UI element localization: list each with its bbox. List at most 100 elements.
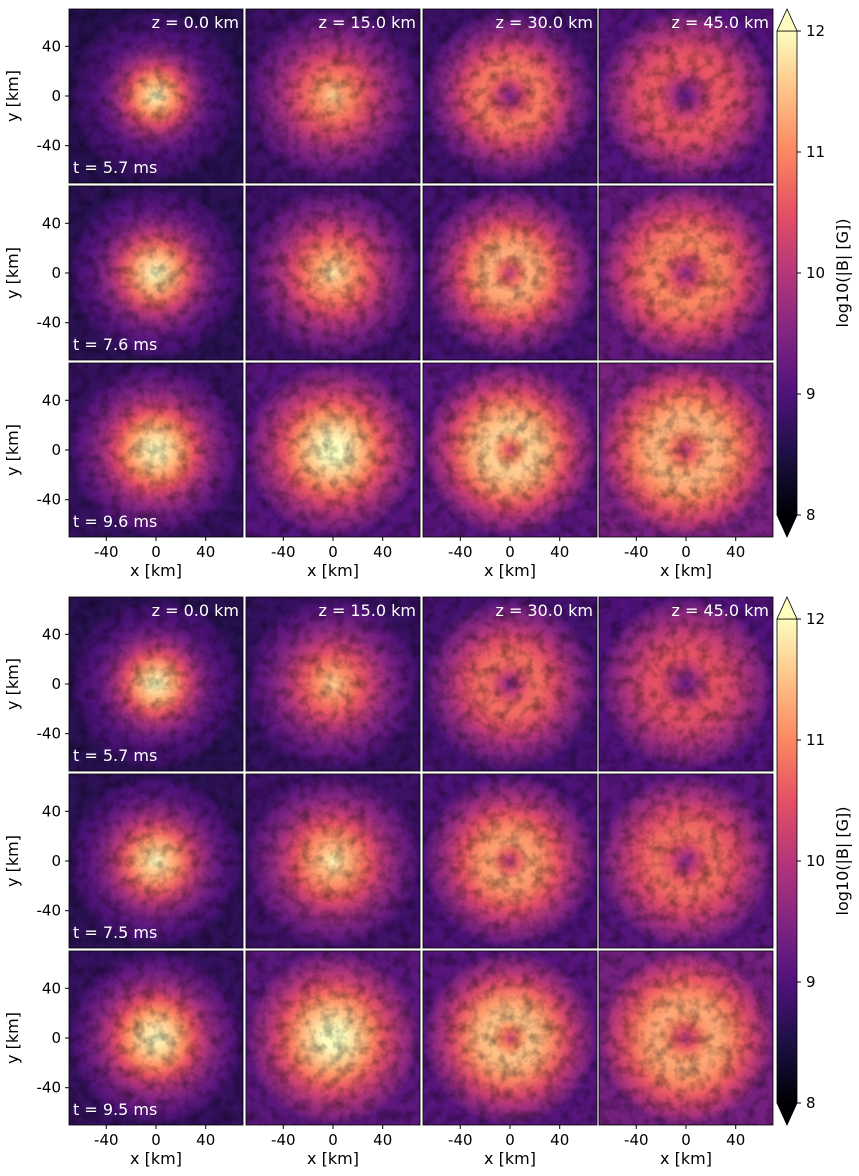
panel-g2-r2-c2 xyxy=(245,773,421,949)
panel-g1-r1-c3: z = 30.0 km xyxy=(422,8,598,184)
time-label: t = 9.5 ms xyxy=(73,1100,157,1119)
field-texture xyxy=(423,951,597,1125)
xtick-label: 0 xyxy=(505,1131,515,1149)
field-texture xyxy=(246,774,420,948)
field-texture xyxy=(423,186,597,360)
xtick-label: -40 xyxy=(94,543,119,561)
colorbar-tick-label: 10 xyxy=(806,264,825,282)
xtick-label: 0 xyxy=(151,1131,161,1149)
field-texture xyxy=(69,363,243,537)
colorbar-tick-label: 11 xyxy=(806,143,825,161)
panel-frame xyxy=(245,8,421,184)
xtick-label: 0 xyxy=(681,543,691,561)
xtick-label: 40 xyxy=(550,1131,569,1149)
field-texture xyxy=(246,363,420,537)
xtick-label: 40 xyxy=(726,1131,745,1149)
xtick-label: 40 xyxy=(550,543,569,561)
y-axis-label: y [km] xyxy=(3,424,22,476)
panel-g1-r1-c1: -40 0 40 y [km] z = 0.0 km t = 5.7 ms xyxy=(3,8,244,184)
panel-frame xyxy=(422,773,598,949)
xtick-label: -40 xyxy=(94,1131,119,1149)
x-axis-label: x [km] xyxy=(660,1149,712,1168)
field-texture xyxy=(69,774,243,948)
xtick-label: 0 xyxy=(505,543,515,561)
colorbar-g1: 8 9 10 11 12 log10(|B| [G]) xyxy=(776,8,852,538)
time-label: t = 7.6 ms xyxy=(73,335,157,354)
field-texture xyxy=(69,951,243,1125)
colorbar-body xyxy=(776,618,798,1104)
panel-g2-r2-c1: -40 0 40 y [km] t = 7.5 ms xyxy=(3,773,244,949)
field-texture xyxy=(599,363,773,537)
ytick-label: 40 xyxy=(42,37,61,55)
field-texture xyxy=(599,951,773,1125)
panel-g1-r3-c3: -40 0 40 x [km] xyxy=(422,362,598,580)
panel-g2-r3-c1: -40 0 40 y [km] -40 0 40 x [km] t = 9.5 ms xyxy=(3,950,244,1168)
xtick-label: 40 xyxy=(726,543,745,561)
field-texture xyxy=(69,597,243,771)
time-label: t = 5.7 ms xyxy=(73,746,157,765)
panel-g1-r1-c4: z = 45.0 km xyxy=(598,8,774,184)
y-axis-label: y [km] xyxy=(3,70,22,122)
xtick-label: 40 xyxy=(373,1131,392,1149)
x-axis-label: x [km] xyxy=(307,1149,359,1168)
panel-g1-r2-c4 xyxy=(598,185,774,361)
ytick-label: 40 xyxy=(42,214,61,232)
panel-frame xyxy=(598,596,774,772)
field-texture xyxy=(246,951,420,1125)
x-axis-label: x [km] xyxy=(307,561,359,580)
panel-g1-r2-c1: -40 0 40 y [km] t = 7.6 ms xyxy=(3,185,244,361)
field-texture xyxy=(599,9,773,183)
panel-g1-r2-c2 xyxy=(245,185,421,361)
panel-frame xyxy=(245,773,421,949)
colorbar-label: log10(|B| [G]) xyxy=(833,807,852,916)
ytick-label: 40 xyxy=(42,391,61,409)
xtick-label: -40 xyxy=(624,543,649,561)
ytick-label: -40 xyxy=(37,725,62,743)
ytick-label: 40 xyxy=(42,625,61,643)
z-label: z = 15.0 km xyxy=(318,13,416,32)
ytick-label: -40 xyxy=(37,1079,62,1097)
panel-frame xyxy=(245,185,421,361)
xtick-label: 0 xyxy=(151,543,161,561)
field-texture xyxy=(246,9,420,183)
colorbar-tick-label: 8 xyxy=(806,506,816,524)
ytick-label: 0 xyxy=(51,675,61,693)
time-label: t = 5.7 ms xyxy=(73,158,157,177)
time-label: t = 7.5 ms xyxy=(73,923,157,942)
panel-frame xyxy=(422,185,598,361)
panel-g2-r1-c1: -40 0 40 y [km] z = 0.0 km t = 5.7 ms xyxy=(3,596,244,772)
colorbar-extend-max xyxy=(776,596,798,620)
colorbar-tick-label: 9 xyxy=(806,973,816,991)
panel-g2-r2-c3 xyxy=(422,773,598,949)
x-axis-label: x [km] xyxy=(130,1149,182,1168)
colorbar-tick-label: 8 xyxy=(806,1094,816,1112)
xtick-label: -40 xyxy=(448,1131,473,1149)
xtick-label: 40 xyxy=(373,543,392,561)
z-label: z = 30.0 km xyxy=(495,13,593,32)
colorbar-tick-label: 12 xyxy=(806,610,825,628)
time-label: t = 9.6 ms xyxy=(73,512,157,531)
ytick-label: -40 xyxy=(37,491,62,509)
z-label: z = 30.0 km xyxy=(495,601,593,620)
ytick-label: 40 xyxy=(42,802,61,820)
ytick-label: -40 xyxy=(37,314,62,332)
xtick-label: 0 xyxy=(681,1131,691,1149)
panel-frame xyxy=(422,8,598,184)
panel-g2-r1-c4: z = 45.0 km xyxy=(598,596,774,772)
x-axis-label: x [km] xyxy=(484,1149,536,1168)
z-label: z = 15.0 km xyxy=(318,601,416,620)
field-texture xyxy=(423,9,597,183)
field-texture xyxy=(423,597,597,771)
xtick-label: 0 xyxy=(328,1131,338,1149)
panel-g2-r1-c2: z = 15.0 km xyxy=(245,596,421,772)
xtick-label: 40 xyxy=(196,543,215,561)
field-texture xyxy=(599,597,773,771)
colorbar-extend-max xyxy=(776,8,798,32)
z-label: z = 0.0 km xyxy=(152,13,239,32)
xtick-label: -40 xyxy=(448,543,473,561)
panel-g2-r3-c4: -40 0 40 x [km] xyxy=(598,950,774,1168)
field-texture xyxy=(599,186,773,360)
x-axis-label: x [km] xyxy=(130,561,182,580)
ytick-label: -40 xyxy=(37,902,62,920)
